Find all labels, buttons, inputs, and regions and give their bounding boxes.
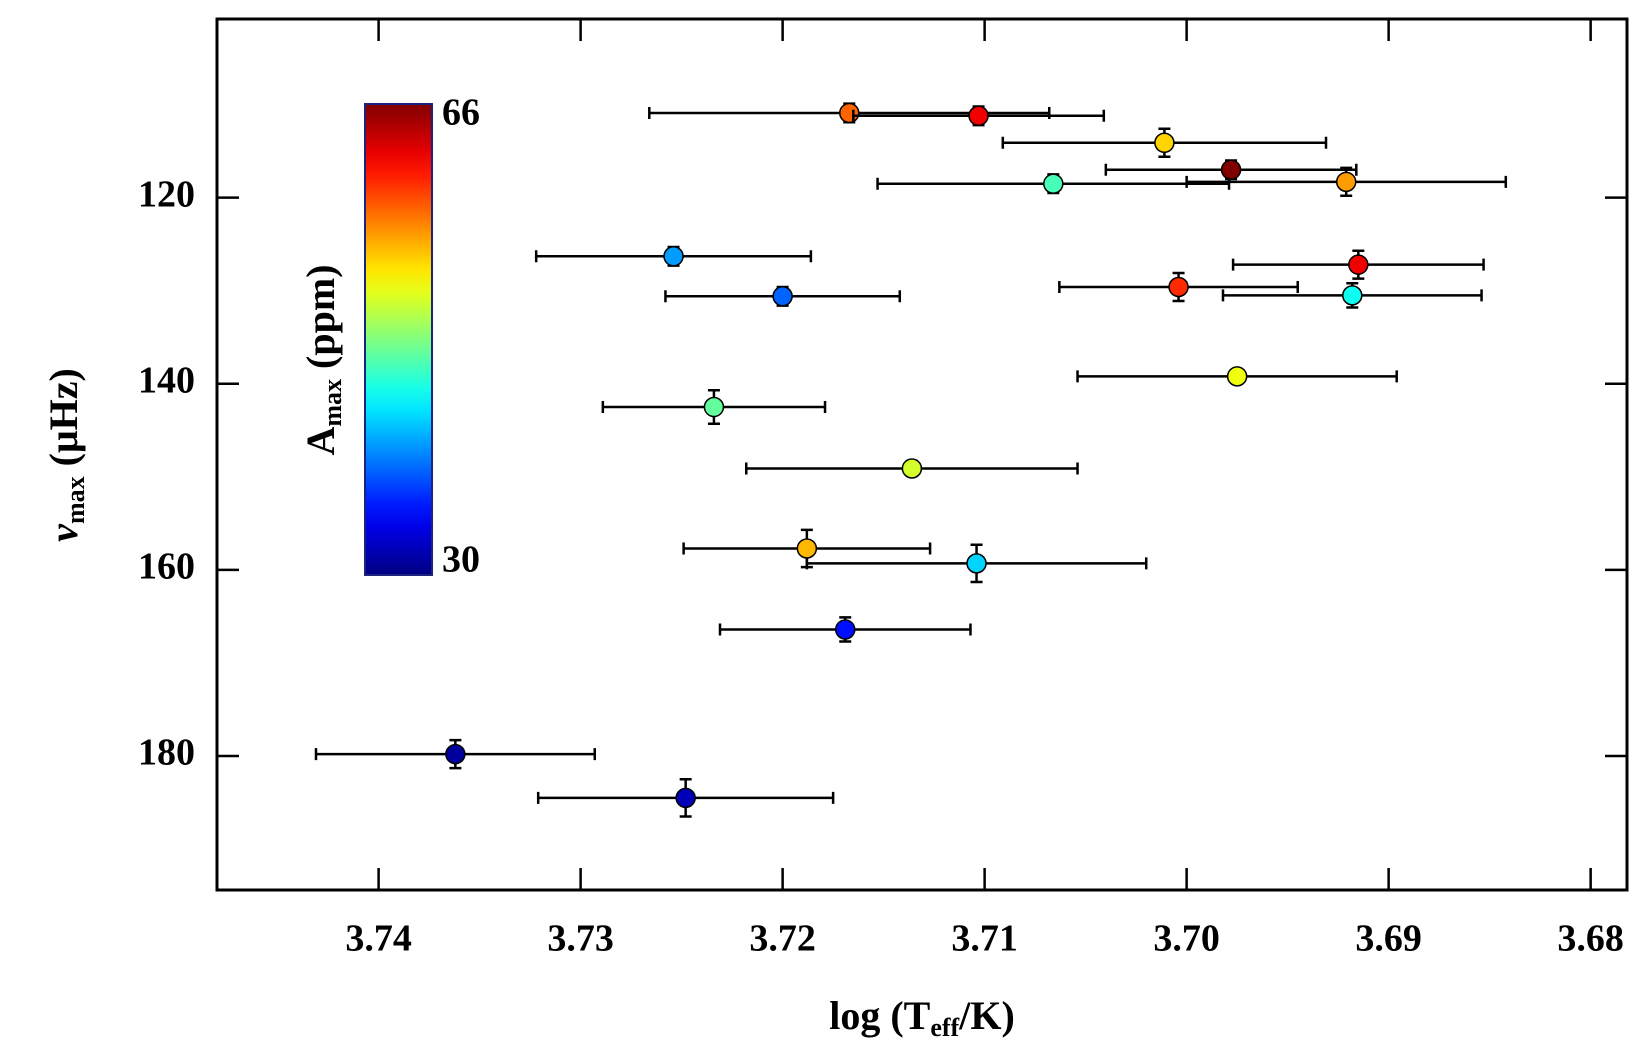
marker bbox=[796, 538, 818, 559]
marker bbox=[772, 286, 793, 307]
marker bbox=[901, 458, 923, 479]
data-point bbox=[682, 528, 932, 569]
x-label-sub: eff bbox=[930, 1013, 959, 1042]
x-tick-label: 3.71 bbox=[951, 918, 1018, 960]
marker bbox=[663, 246, 684, 267]
cbar-label-sub: max bbox=[318, 379, 347, 427]
cbar-label-part: (ppm) bbox=[298, 264, 343, 378]
data-point bbox=[1185, 166, 1508, 198]
data-point bbox=[852, 105, 1106, 127]
marker bbox=[675, 787, 696, 809]
data-point bbox=[1001, 127, 1328, 158]
y-tick-label: 160 bbox=[138, 546, 195, 588]
data-point bbox=[876, 173, 1231, 195]
colorbar bbox=[364, 103, 433, 576]
data-point bbox=[648, 102, 1051, 124]
x-tick-label: 3.72 bbox=[749, 918, 816, 960]
data-point bbox=[1058, 271, 1299, 303]
x-axis-label: log (Teff/K) bbox=[829, 993, 1015, 1042]
y-tick-label: 140 bbox=[138, 359, 195, 401]
marker bbox=[839, 102, 860, 124]
marker bbox=[703, 396, 725, 418]
data-point bbox=[601, 389, 827, 426]
marker bbox=[1043, 173, 1064, 194]
marker bbox=[1168, 276, 1189, 298]
x-label-part: /K) bbox=[958, 993, 1015, 1038]
x-tick-label: 3.68 bbox=[1557, 918, 1624, 960]
marker bbox=[1220, 159, 1242, 180]
data-point bbox=[534, 245, 813, 267]
y-axis-label: νmax (μHz) bbox=[41, 368, 90, 542]
data-point bbox=[1104, 159, 1358, 181]
colorbar-tick-label: 30 bbox=[442, 539, 480, 581]
colorbar-tick-label: 66 bbox=[442, 92, 480, 134]
marker bbox=[1226, 366, 1248, 387]
y-label-part: (μHz) bbox=[41, 368, 86, 476]
plot-frame bbox=[215, 17, 1629, 892]
data-point bbox=[314, 738, 597, 770]
marker bbox=[1342, 285, 1363, 306]
marker bbox=[1335, 171, 1357, 193]
data-point bbox=[805, 543, 1148, 584]
data-point bbox=[536, 778, 835, 818]
cbar-label-part: A bbox=[298, 427, 343, 456]
x-tick-label: 3.73 bbox=[547, 918, 614, 960]
y-tick-label: 180 bbox=[138, 732, 195, 774]
data-point bbox=[718, 616, 972, 643]
data-point bbox=[745, 458, 1079, 479]
x-tick-label: 3.70 bbox=[1153, 918, 1220, 960]
data-point bbox=[664, 285, 902, 307]
data-point bbox=[1076, 366, 1398, 387]
colorbar-label: Amax (ppm) bbox=[298, 264, 347, 455]
y-label-sub: max bbox=[61, 476, 90, 524]
x-tick-label: 3.74 bbox=[345, 918, 412, 960]
data-point bbox=[1231, 249, 1485, 280]
x-tick-label: 3.69 bbox=[1355, 918, 1422, 960]
y-tick-label: 120 bbox=[138, 173, 195, 215]
marker bbox=[1348, 254, 1369, 275]
marker bbox=[445, 743, 466, 765]
marker bbox=[966, 553, 987, 574]
x-label-part: log (T bbox=[829, 993, 930, 1038]
y-label-part: ν bbox=[41, 523, 86, 542]
data-point bbox=[1221, 282, 1483, 309]
marker bbox=[968, 105, 989, 127]
marker bbox=[834, 619, 856, 640]
marker bbox=[1154, 132, 1175, 154]
